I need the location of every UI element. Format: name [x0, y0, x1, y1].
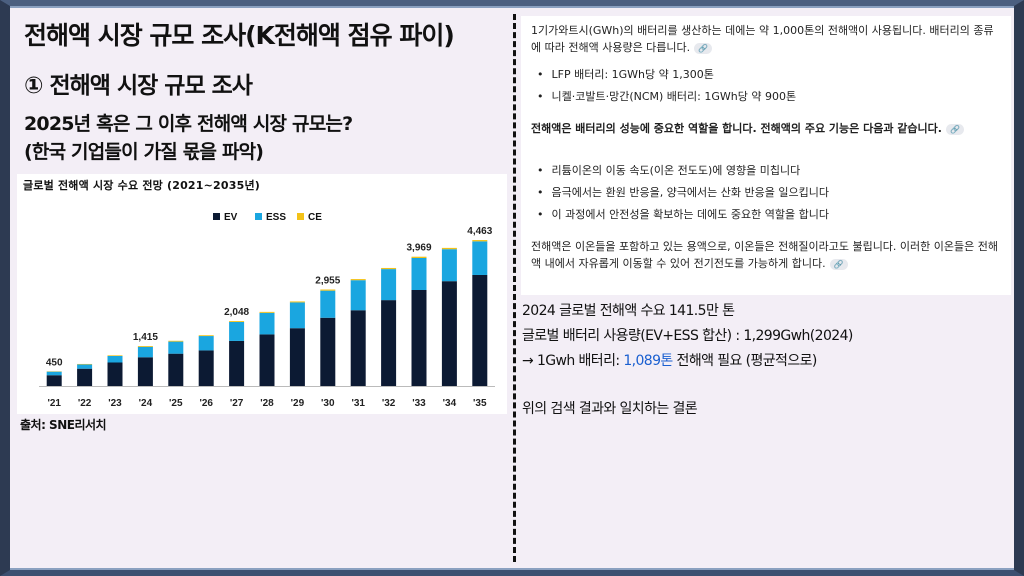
legend-label-ess: ESS	[266, 212, 286, 223]
search-bullet: 이 과정에서 안전성을 확보하는 데에도 중요한 역할을 합니다	[537, 206, 829, 223]
bar-ce-6	[229, 321, 245, 322]
search-bullet: 니켈·코발트·망간(NCM) 배터리: 1GWh당 약 900톤	[537, 88, 797, 105]
bar-ev-9	[320, 317, 336, 386]
bar-ess-0	[46, 371, 62, 376]
bar-ev-8	[289, 328, 305, 386]
x-tick-label: '30	[321, 398, 335, 409]
x-tick-label: '31	[351, 398, 365, 409]
bar-ev-11	[381, 300, 397, 386]
bar-ess-6	[229, 322, 245, 341]
total-data-label: 4,463	[467, 226, 492, 237]
bar-ev-10	[350, 310, 366, 386]
total-data-label: 3,969	[406, 243, 431, 254]
bar-ce-11	[381, 267, 397, 270]
x-tick-label: '22	[78, 398, 92, 409]
search-bullet: 리튬이온의 이동 속도(이온 전도도)에 영향을 미칩니다	[537, 162, 801, 179]
legend-swatch-ce	[297, 213, 304, 220]
x-tick-label: '29	[291, 398, 305, 409]
section-title: ① 전해액 시장 규모 조사	[24, 73, 253, 99]
bar-ess-11	[381, 269, 397, 301]
search-result-card: 1기가와트시(GWh)의 배터리를 생산하는 데에는 약 1,000톤의 전해액…	[521, 16, 1011, 295]
source-text: 출처: SNE리서치	[20, 418, 107, 432]
bar-ev-1	[77, 368, 93, 386]
bar-ce-8	[289, 301, 305, 303]
search-paragraph-3: 전해액은 이온들을 포함하고 있는 용액으로, 이온들은 전해질이라고도 불립니…	[531, 240, 998, 270]
note-ratio: → 1Gwh 배터리: 1,089톤 전해액 필요 (평균적으로)	[522, 353, 817, 369]
x-tick-label: '28	[260, 398, 274, 409]
total-data-label: 450	[46, 357, 63, 368]
x-tick-label: '35	[473, 398, 487, 409]
bar-ev-0	[46, 375, 62, 386]
bar-ess-13	[441, 249, 457, 282]
x-tick-label: '27	[230, 398, 244, 409]
x-tick-label: '32	[382, 398, 396, 409]
bar-ce-13	[441, 247, 457, 250]
bar-ev-14	[472, 274, 488, 386]
search-paragraph-1: 1기가와트시(GWh)의 배터리를 생산하는 데에는 약 1,000톤의 전해액…	[531, 24, 994, 54]
search-bullet: 음극에서는 환원 반응을, 양극에서는 산화 반응을 일으킵니다	[537, 184, 829, 201]
note-demand: 2024 글로벌 전해액 수요 141.5만 톤	[522, 303, 735, 319]
bar-ce-5	[198, 335, 214, 337]
bar-ess-4	[168, 341, 184, 354]
legend-swatch-ev	[213, 213, 220, 220]
link-icon[interactable]: 🔗	[945, 123, 964, 135]
bar-ess-10	[350, 280, 366, 311]
bar-ev-2	[107, 362, 123, 386]
x-tick-label: '21	[47, 398, 61, 409]
note-battery-usage: 글로벌 배터리 사용량(EV+ESS 합산) : 1,299Gwh(2024)	[522, 328, 853, 344]
search-bullet: LFP 배터리: 1GWh당 약 1,300톤	[537, 66, 714, 83]
frame-top-accent	[10, 6, 1014, 8]
question-line-1: 2025년 혹은 그 이후 전해액 시장 규모는?	[24, 113, 353, 135]
note-conclusion: 위의 검색 결과와 일치하는 결론	[522, 401, 698, 417]
link-icon[interactable]: 🔗	[829, 258, 848, 270]
bar-ev-7	[259, 334, 275, 386]
page-title: 전해액 시장 규모 조사(K전해액 점유 파이)	[24, 21, 455, 50]
bar-ce-3	[137, 346, 153, 347]
bar-ess-14	[472, 241, 488, 275]
bar-ess-7	[259, 312, 275, 335]
x-tick-label: '26	[199, 398, 213, 409]
bar-ess-12	[411, 258, 427, 290]
bar-ce-2	[107, 355, 123, 356]
bar-ess-5	[198, 336, 214, 351]
bar-ce-10	[350, 279, 366, 281]
question: 2025년 혹은 그 이후 전해액 시장 규모는? (한국 기업들이 가질 몫을…	[24, 110, 353, 166]
question-line-2: (한국 기업들이 가질 몫을 파악)	[24, 141, 264, 163]
x-tick-label: '33	[412, 398, 426, 409]
bar-ess-1	[77, 364, 93, 369]
x-tick-label: '25	[169, 398, 183, 409]
link-icon[interactable]: 🔗	[694, 42, 713, 54]
chart-svg: EV ESS CE '21 '22 '23 '24 '25 '26 '27 '28 '29 '30 '31…	[39, 212, 495, 409]
bar-ce-14	[472, 240, 488, 242]
frame-bottom-accent	[10, 568, 1014, 570]
search-paragraph-2: 전해액은 배터리의 성능에 중요한 역할을 합니다. 전해액의 주요 기능은 다…	[531, 120, 997, 137]
x-tick-label: '23	[108, 398, 122, 409]
bar-ev-12	[411, 290, 427, 386]
column-divider	[513, 14, 516, 562]
bar-ce-12	[411, 256, 427, 258]
bar-ce-7	[259, 311, 275, 313]
bar-ce-4	[168, 340, 184, 342]
total-data-label: 2,048	[224, 307, 249, 318]
bar-ev-5	[198, 350, 214, 386]
bar-ev-4	[168, 353, 184, 386]
legend-label-ce: CE	[308, 212, 322, 223]
chart-card: EV ESS CE '21 '22 '23 '24 '25 '26 '27 '28 '29 '30 '31…	[17, 174, 507, 414]
legend-swatch-ess	[255, 213, 262, 220]
bar-ess-9	[320, 290, 336, 318]
ratio-highlight: 1,089톤	[623, 353, 673, 369]
bar-ev-3	[137, 357, 153, 386]
legend-label-ev: EV	[224, 212, 238, 223]
bar-ev-13	[441, 281, 457, 386]
bar-ess-2	[107, 355, 123, 363]
bar-ess-3	[137, 346, 153, 358]
bar-ev-6	[229, 340, 245, 386]
bar-ess-8	[289, 302, 305, 329]
total-data-label: 1,415	[133, 332, 158, 343]
total-data-label: 2,955	[315, 276, 340, 287]
x-tick-label: '24	[139, 398, 153, 409]
x-tick-label: '34	[443, 398, 457, 409]
chart-title: 글로벌 전해액 시장 수요 전망 (2021~2035년)	[23, 179, 261, 192]
bar-ce-9	[320, 289, 336, 291]
